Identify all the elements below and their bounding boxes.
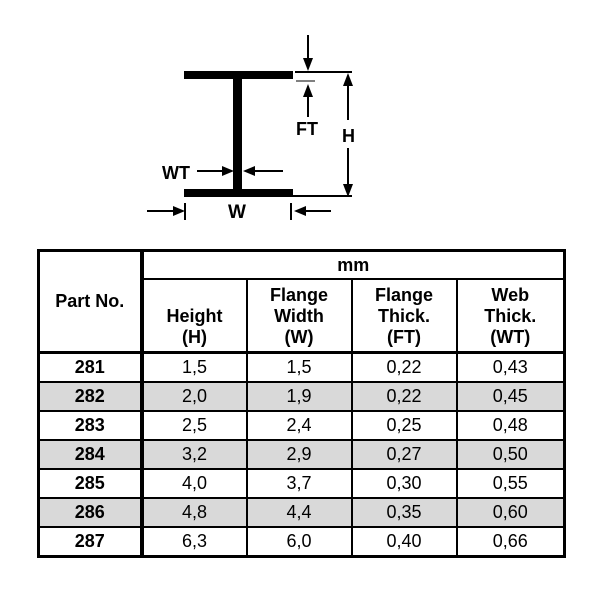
flange-top-extension-line	[295, 71, 352, 73]
table-row: 284 3,2 2,9 0,27 0,50	[37, 439, 566, 470]
ibeam-web	[233, 79, 242, 189]
part-no-cell: 284	[37, 439, 144, 470]
height-cell: 2,5	[140, 410, 248, 441]
ft-arrow-up-icon	[303, 84, 313, 97]
web-thick-cell: 0,43	[455, 351, 566, 383]
height-cell: 4,0	[140, 468, 248, 499]
part-no-cell: 286	[37, 497, 144, 528]
part-no-cell: 285	[37, 468, 144, 499]
flange-thick-cell: 0,35	[350, 497, 458, 528]
spec-table: Part No. mm Height (H) Flange Width (W) …	[37, 249, 567, 558]
flange-width-cell: 2,9	[245, 439, 353, 470]
flange-width-cell: 3,7	[245, 468, 353, 499]
flange-thick-column-header: Flange Thick. (FT)	[350, 278, 458, 354]
height-cell: 3,2	[140, 439, 248, 470]
flange-width-column-header: Flange Width (W)	[245, 278, 353, 354]
web-thick-cell: 0,55	[455, 468, 566, 499]
wt-arrow-right-icon	[222, 166, 234, 176]
table-row: 286 4,8 4,4 0,35 0,60	[37, 497, 566, 528]
wt-arrow-left-icon	[243, 166, 255, 176]
w-tick-right	[290, 203, 292, 220]
flange-width-cell: 1,5	[245, 351, 353, 383]
part-no-cell: 283	[37, 410, 144, 441]
web-thick-column-header: Web Thick. (WT)	[455, 278, 566, 354]
table-row: 283 2,5 2,4 0,25 0,48	[37, 410, 566, 441]
web-thick-cell: 0,45	[455, 381, 566, 412]
table-row: 282 2,0 1,9 0,22 0,45	[37, 381, 566, 412]
table-row: 287 6,3 6,0 0,40 0,66	[37, 526, 566, 558]
flange-thick-cell: 0,40	[350, 526, 458, 558]
w-label: W	[228, 202, 246, 223]
flange-width-cell: 4,4	[245, 497, 353, 528]
h-dimension-line-lower	[347, 148, 349, 184]
height-cell: 6,3	[140, 526, 248, 558]
web-thick-cell: 0,48	[455, 410, 566, 441]
part-no-cell: 282	[37, 381, 144, 412]
h-label: H	[342, 126, 355, 146]
ibeam-top-flange	[184, 71, 293, 79]
wt-dimension-line-left	[197, 170, 222, 172]
w-dimension-line-left	[147, 210, 173, 212]
w-dimension-line-right	[306, 210, 331, 212]
web-thick-cell: 0,66	[455, 526, 566, 558]
flange-width-cell: 6,0	[245, 526, 353, 558]
table-row: 285 4,0 3,7 0,30 0,55	[37, 468, 566, 499]
w-tick-left	[184, 203, 186, 220]
height-cell: 2,0	[140, 381, 248, 412]
flange-thick-cell: 0,30	[350, 468, 458, 499]
part-no-cell: 281	[37, 351, 144, 383]
spec-table-header: Part No. mm Height (H) Flange Width (W) …	[37, 249, 566, 354]
ft-dimension-line-upper	[307, 35, 309, 58]
w-arrow-right-icon	[173, 206, 185, 216]
flange-thick-cell: 0,27	[350, 439, 458, 470]
part-no-cell: 287	[37, 526, 144, 558]
ft-label: FT	[296, 119, 318, 139]
wt-dimension-line-right	[255, 170, 283, 172]
flange-thick-cell: 0,22	[350, 381, 458, 412]
w-arrow-left-icon	[294, 206, 306, 216]
flange-width-cell: 1,9	[245, 381, 353, 412]
ibeam-bottom-flange	[184, 189, 293, 197]
ft-arrow-down-icon	[303, 58, 313, 71]
spec-table-body: 281 1,5 1,5 0,22 0,43 282 2,0 1,9 0,22 0…	[37, 351, 566, 558]
unit-header: mm	[140, 249, 566, 280]
h-dimension-line-upper	[347, 86, 349, 120]
flange-thick-cell: 0,22	[350, 351, 458, 383]
height-cell: 1,5	[140, 351, 248, 383]
flange-bottom-reference-tick	[296, 80, 315, 82]
flange-width-cell: 2,4	[245, 410, 353, 441]
height-column-header: Height (H)	[140, 278, 248, 354]
web-thick-cell: 0,50	[455, 439, 566, 470]
flange-thick-cell: 0,25	[350, 410, 458, 441]
h-arrow-up-icon	[343, 73, 353, 86]
wt-label: WT	[162, 163, 190, 183]
part-no-header: Part No.	[37, 249, 144, 354]
web-thick-cell: 0,60	[455, 497, 566, 528]
table-row: 281 1,5 1,5 0,22 0,43	[37, 351, 566, 383]
h-arrow-down-icon	[343, 184, 353, 197]
height-cell: 4,8	[140, 497, 248, 528]
ft-dimension-line-lower	[307, 97, 309, 117]
flange-bottom-extension-line	[293, 195, 352, 197]
